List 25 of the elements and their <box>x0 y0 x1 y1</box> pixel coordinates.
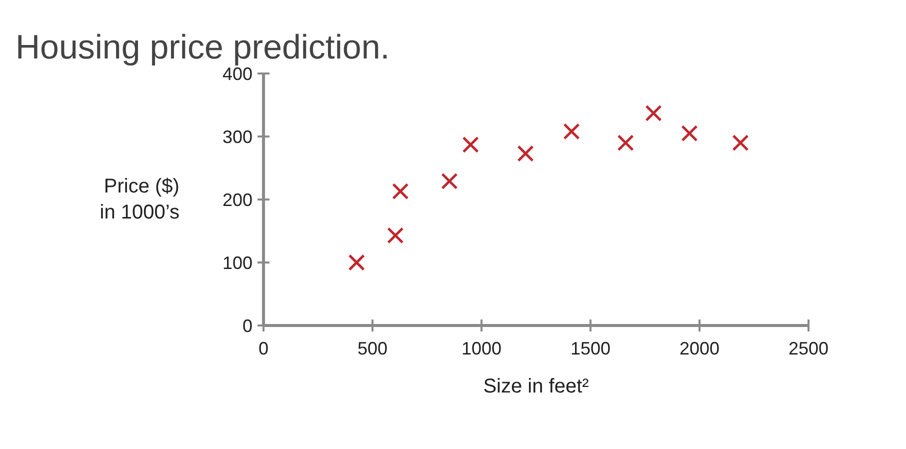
point <box>462 136 479 154</box>
x-tick-label: 1000 <box>461 338 502 358</box>
x-tick-label: 1500 <box>570 338 611 358</box>
point <box>387 227 404 244</box>
x-tick-label: 2000 <box>679 338 720 358</box>
point <box>645 104 662 122</box>
y-tick-label: 0 <box>242 316 253 336</box>
point <box>348 254 365 271</box>
y-tick-label: 100 <box>222 253 253 273</box>
y-tick-label: 200 <box>222 190 253 210</box>
point <box>681 125 698 142</box>
point <box>563 123 580 140</box>
x-tick-label: 0 <box>258 338 269 358</box>
point <box>617 134 634 152</box>
chart-title: Housing price prediction. <box>16 28 390 66</box>
point <box>732 134 749 152</box>
point <box>441 172 458 190</box>
x-tick-label: 500 <box>357 338 388 358</box>
y-tick-label: 400 <box>222 64 253 84</box>
x-axis-title: Size in feet² <box>483 376 590 398</box>
point <box>392 182 409 200</box>
y-tick-label: 300 <box>222 127 253 147</box>
point <box>517 145 534 162</box>
y-axis-title: Price ($) in 1000’s <box>100 175 180 224</box>
x-tick-label: 2500 <box>788 338 829 358</box>
